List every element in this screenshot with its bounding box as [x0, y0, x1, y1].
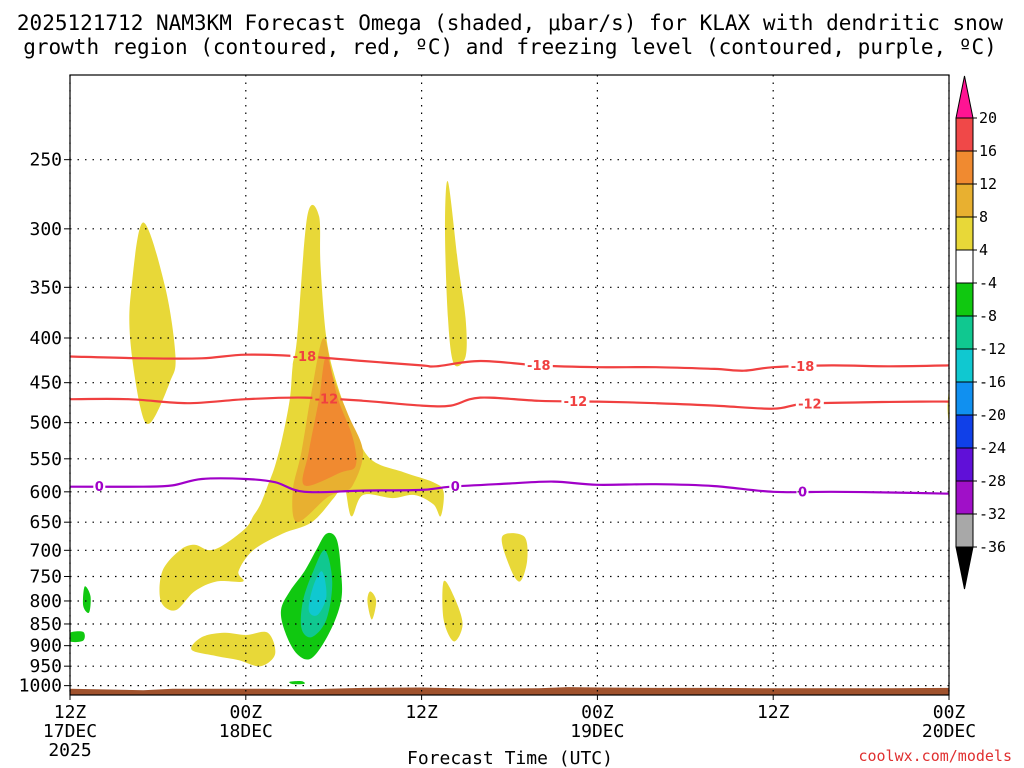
x-tick-label: 00Z — [581, 702, 614, 723]
colorbar-segment — [955, 216, 974, 251]
y-tick-label: 300 — [29, 219, 62, 240]
y-tick-label: 500 — [29, 413, 62, 434]
descent-inner — [308, 571, 327, 616]
colorbar-segment — [955, 381, 974, 416]
x-tick-label: 00Z — [230, 702, 263, 723]
chart-title-line-2: growth region (contoured, red, ºC) and f… — [23, 35, 997, 59]
ascent-column-12z — [445, 181, 467, 367]
colorbar-label: -28 — [979, 472, 1006, 490]
terrain-area — [70, 687, 949, 695]
temperature-contours: -18 -18 -18 -12 -12 -12 0 0 0 — [70, 350, 949, 500]
contour-label: -12 — [564, 395, 588, 410]
y-tick-label: 950 — [29, 656, 62, 677]
contour-label: -12 — [315, 392, 339, 407]
ascent-small-b2 — [442, 580, 463, 642]
colorbar-label: -12 — [979, 340, 1006, 358]
ascent-small-b3 — [367, 591, 377, 620]
colorbar-segment — [955, 348, 974, 383]
chart-title-line-1: 2025121712 NAM3KM Forecast Omega (shaded… — [17, 11, 1004, 35]
contour-label: -18 — [527, 359, 551, 374]
ascent-left-column — [129, 222, 176, 424]
contour-label: -18 — [791, 360, 815, 375]
y-tick-label: 350 — [29, 277, 62, 298]
ascent-small-b1 — [501, 533, 528, 582]
colorbar-label: -36 — [979, 538, 1006, 556]
contour-line — [70, 353, 949, 372]
colorbar-label: -4 — [979, 274, 997, 292]
y-tick-label: 1000 — [19, 676, 62, 697]
colorbar-segment — [955, 282, 974, 317]
omega-shading — [70, 181, 949, 685]
colorbar-label: 4 — [979, 241, 988, 259]
colorbar-label: 12 — [979, 175, 997, 193]
descent-near-surface — [289, 680, 305, 685]
colorbar-label: 20 — [979, 109, 997, 127]
contour-label: 0 — [451, 480, 460, 495]
credit-text[interactable]: coolwx.com/models — [858, 747, 1012, 765]
colorbar-label: 8 — [979, 208, 988, 226]
contour-group — [70, 477, 949, 495]
contour-label: -18 — [293, 350, 317, 365]
x-tick-label: 00Z — [933, 702, 966, 723]
ascent-main-column — [159, 204, 444, 611]
colorbar-segment — [955, 315, 974, 350]
y-tick-label: 750 — [29, 566, 62, 587]
y-tick-label: 400 — [29, 328, 62, 349]
x-tick-label: 2025 — [48, 740, 91, 761]
colorbar-label: -8 — [979, 307, 997, 325]
descent-left-small — [82, 586, 91, 613]
x-tick-label: 19DEC — [570, 721, 624, 742]
ascent-small-b4 — [191, 631, 276, 667]
grid-lines — [69, 75, 950, 695]
x-tick-label: 12Z — [757, 702, 790, 723]
y-tick-label: 550 — [29, 449, 62, 470]
y-tick-label: 700 — [29, 540, 62, 561]
plot-frame — [69, 74, 950, 696]
contour-group — [70, 396, 949, 410]
y-tick-label: 250 — [29, 150, 62, 171]
colorbar-segment — [955, 414, 974, 449]
colorbar-segment — [955, 513, 974, 548]
ascent-core-12 — [302, 356, 357, 486]
colorbar-segment — [955, 480, 974, 515]
contour-label: -12 — [798, 397, 822, 412]
y-tick-label: 600 — [29, 482, 62, 503]
contour-line — [70, 396, 949, 410]
colorbar-segment — [955, 447, 974, 482]
colorbar-segment — [955, 183, 974, 218]
contour-line — [70, 477, 949, 495]
x-tick-label: 12Z — [405, 702, 438, 723]
colorbar-top-arrow — [955, 75, 974, 119]
contour-group — [70, 353, 949, 372]
contour-label: 0 — [95, 480, 104, 495]
colorbar-label: 16 — [979, 142, 997, 160]
x-axis-label: Forecast Time (UTC) — [407, 748, 613, 768]
x-tick-label: 12Z — [54, 702, 87, 723]
y-tick-label: 800 — [29, 591, 62, 612]
colorbar: 20 16 12 8 4 -4 -8 -12 -16 -20 -24 -28 -32 -36 — [955, 75, 1006, 590]
terrain-fill — [70, 687, 949, 695]
colorbar-label: -16 — [979, 373, 1006, 391]
x-tick-label: 20DEC — [922, 721, 976, 742]
y-tick-label: 900 — [29, 636, 62, 657]
y-tick-label: 650 — [29, 512, 62, 533]
colorbar-label: -24 — [979, 439, 1006, 457]
colorbar-segment — [955, 150, 974, 185]
y-tick-label: 450 — [29, 373, 62, 394]
colorbar-label: -20 — [979, 406, 1006, 424]
descent-left-edge — [70, 631, 85, 643]
colorbar-bottom-arrow — [955, 546, 974, 590]
contour-label: 0 — [798, 485, 807, 500]
x-tick-label: 18DEC — [219, 721, 273, 742]
colorbar-segment — [955, 117, 974, 152]
x-tick-label: 17DEC — [43, 721, 97, 742]
y-tick-label: 850 — [29, 614, 62, 635]
colorbar-segment — [955, 249, 974, 284]
y-axis-ticks: 2503003504004505005506006507007508008509… — [19, 150, 70, 697]
colorbar-label: -32 — [979, 505, 1006, 523]
